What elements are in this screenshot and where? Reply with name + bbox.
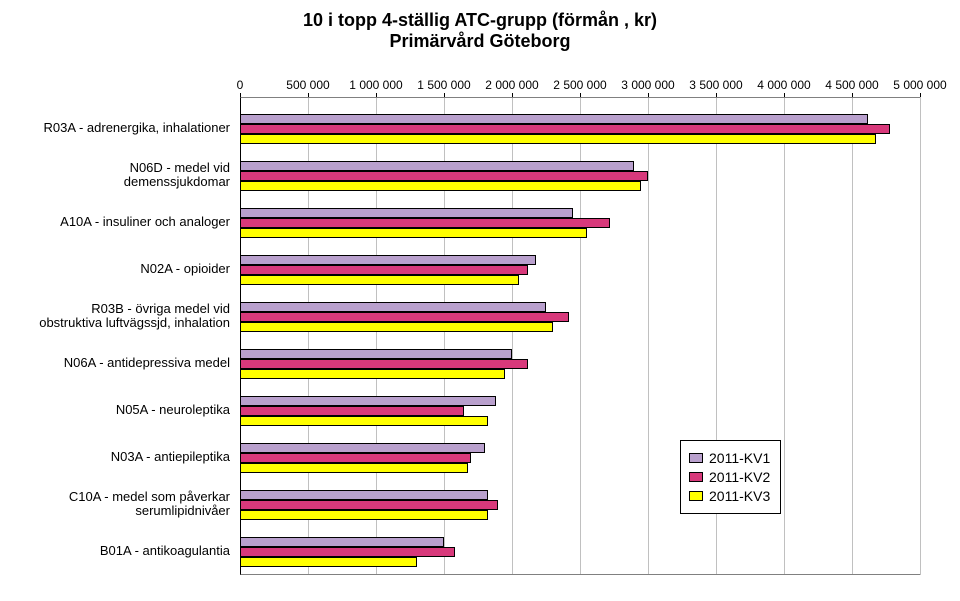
bar <box>240 453 471 463</box>
legend-swatch <box>689 472 703 482</box>
x-tick-label: 4 000 000 <box>757 78 810 92</box>
category-label: N03A - antiepileptika <box>15 450 230 465</box>
x-tick-label: 4 500 000 <box>825 78 878 92</box>
category-label: N06D - medel viddemenssjukdomar <box>15 161 230 191</box>
bar <box>240 463 468 473</box>
legend-label: 2011-KV3 <box>709 488 770 504</box>
chart-title-line1: 10 i topp 4-ställig ATC-grupp (förmån , … <box>0 10 960 31</box>
x-tick-label: 500 000 <box>286 78 329 92</box>
bar <box>240 490 488 500</box>
x-tick-label: 2 500 000 <box>553 78 606 92</box>
bar <box>240 396 496 406</box>
bar <box>240 275 519 285</box>
x-tick-label: 3 500 000 <box>689 78 742 92</box>
bar <box>240 359 528 369</box>
category-label: N05A - neuroleptika <box>15 403 230 418</box>
category-label: N02A - opioider <box>15 262 230 277</box>
gridline <box>920 97 921 575</box>
legend-item: 2011-KV2 <box>689 469 770 485</box>
bar <box>240 171 648 181</box>
bar <box>240 322 553 332</box>
legend-item: 2011-KV1 <box>689 450 770 466</box>
bar <box>240 557 417 567</box>
legend: 2011-KV1 2011-KV2 2011-KV3 <box>680 440 781 514</box>
bar <box>240 161 634 171</box>
x-tick-label: 5 000 000 <box>893 78 946 92</box>
bar <box>240 302 546 312</box>
bar <box>240 124 890 134</box>
bar <box>240 416 488 426</box>
bar <box>240 406 464 416</box>
bar <box>240 255 536 265</box>
bar <box>240 228 587 238</box>
legend-label: 2011-KV2 <box>709 469 770 485</box>
category-label: R03A - adrenergika, inhalationer <box>15 121 230 136</box>
legend-swatch <box>689 453 703 463</box>
bar <box>240 265 528 275</box>
bar <box>240 349 512 359</box>
category-label: R03B - övriga medel vidobstruktiva luftv… <box>15 302 230 332</box>
category-label: C10A - medel som påverkarserumlipidnivåe… <box>15 490 230 520</box>
bar <box>240 218 610 228</box>
category-label: N06A - antidepressiva medel <box>15 356 230 371</box>
x-tick-label: 1 500 000 <box>417 78 470 92</box>
bar <box>240 312 569 322</box>
bar <box>240 500 498 510</box>
bar <box>240 208 573 218</box>
bar <box>240 510 488 520</box>
legend-item: 2011-KV3 <box>689 488 770 504</box>
x-tick-label: 0 <box>237 78 244 92</box>
chart-container: { "chart": { "type": "bar", "orientation… <box>0 0 960 601</box>
category-label: A10A - insuliner och analoger <box>15 215 230 230</box>
bar <box>240 134 876 144</box>
x-tick-label: 3 000 000 <box>621 78 674 92</box>
chart-title-line2: Primärvård Göteborg <box>0 31 960 52</box>
x-tick-label: 2 000 000 <box>485 78 538 92</box>
category-label: B01A - antikoagulantia <box>15 544 230 559</box>
legend-swatch <box>689 491 703 501</box>
bar <box>240 181 641 191</box>
legend-label: 2011-KV1 <box>709 450 770 466</box>
bar <box>240 114 868 124</box>
x-tick-label: 1 000 000 <box>349 78 402 92</box>
chart-title: 10 i topp 4-ställig ATC-grupp (förmån , … <box>0 10 960 52</box>
bar <box>240 537 444 547</box>
bar <box>240 369 505 379</box>
bar <box>240 547 455 557</box>
bar <box>240 443 485 453</box>
